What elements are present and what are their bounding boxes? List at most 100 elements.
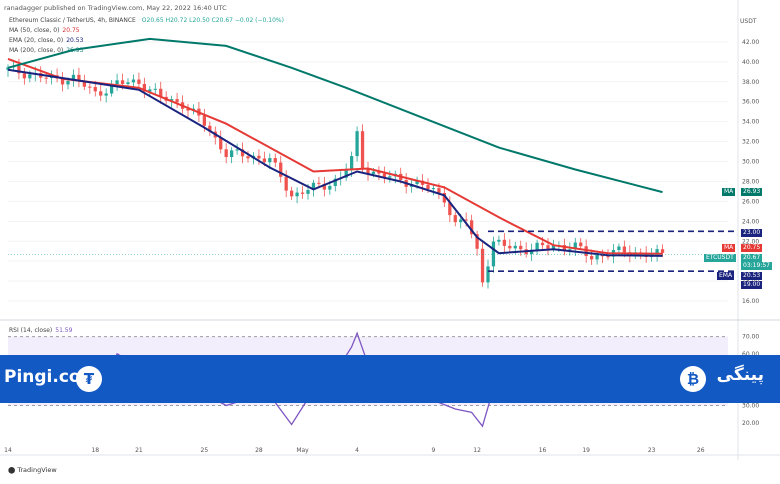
legend-ema20[interactable]: EMA (20, close, 0) 20.53 (9, 37, 84, 44)
candle-body (513, 245, 517, 249)
time-tick-label: 23 (648, 447, 656, 454)
ma50-tag-value: 20.75 (741, 244, 763, 252)
candle-body (480, 248, 485, 283)
candle-body (279, 162, 283, 177)
candle-body (573, 242, 577, 250)
candle-body (115, 80, 119, 85)
candle-body (333, 178, 337, 186)
bitcoin-icon: ₿ (680, 366, 706, 392)
price-tick-label: 40.00 (742, 59, 759, 66)
candle-body (540, 242, 545, 246)
candle-body (350, 156, 354, 171)
price-tag-timer: 03:19:57 (741, 262, 772, 270)
symbol-title: Ethereum Classic / TetherUS, 4h, BINANCE (9, 17, 136, 24)
candle-body (415, 180, 419, 184)
published-header: ranadagger published on TradingView.com,… (4, 4, 227, 12)
candle-body (257, 155, 261, 159)
time-tick-label: 25 (201, 447, 209, 454)
candle-body (66, 81, 70, 85)
time-tick-label: 14 (4, 447, 12, 454)
candle-body (175, 99, 179, 103)
candle-body (142, 83, 146, 92)
price-tick-label: 30.00 (742, 159, 759, 166)
candle-body (311, 182, 316, 191)
candle-body (508, 245, 512, 249)
candle-body (568, 249, 572, 251)
candle-body (159, 88, 163, 97)
legend-ma50[interactable]: MA (50, close, 0) 20.75 (9, 27, 80, 34)
ma200-line (7, 37, 663, 194)
candle-body (22, 73, 26, 79)
candle-body (355, 131, 359, 157)
time-tick-label: May (296, 447, 309, 454)
ema20-tag-name: EMA (717, 272, 735, 280)
candle-body (437, 188, 441, 193)
candle-body (170, 99, 174, 101)
legend-rsi[interactable]: RSI (14, close) 51.59 (9, 327, 73, 334)
tether-icon: ₮ (76, 366, 102, 392)
candle-body (104, 93, 108, 96)
candle-body (224, 149, 228, 158)
candle-body (6, 67, 10, 70)
price-tag-value: 20.67 (741, 254, 763, 262)
candle-body (71, 74, 76, 82)
price-axis-unit: USDT (740, 18, 757, 25)
candle-body (590, 256, 594, 260)
candle-body (186, 108, 190, 111)
rsi-tick-label: 60.00 (742, 351, 759, 358)
price-tick-label: 36.00 (742, 99, 759, 106)
candle-body (120, 80, 125, 84)
candle-body (219, 137, 223, 150)
candle-body (486, 266, 490, 283)
candle-body (426, 184, 430, 190)
candle-body (317, 182, 321, 184)
candle-body (322, 183, 326, 190)
time-tick-label: 21 (135, 447, 143, 454)
candle-body (606, 256, 610, 258)
resistance-tag: 23.00 (741, 229, 763, 237)
candle-body (240, 149, 245, 157)
legend-ma200[interactable]: MA (200, close, 0) 26.93 (9, 47, 84, 54)
candle-body (28, 74, 32, 79)
candle-body (208, 125, 212, 132)
ema20-tag-value: 20.53 (741, 272, 763, 280)
ema20-line (7, 68, 663, 257)
candle-body (442, 192, 446, 203)
candle-body (202, 115, 206, 126)
candle-body (551, 245, 556, 249)
symbol-legend: Ethereum Classic / TetherUS, 4h, BINANCE… (9, 17, 284, 24)
candle-body (126, 82, 130, 84)
candle-body (93, 87, 97, 92)
candle-body (328, 185, 332, 190)
time-tick-label: 26 (697, 447, 705, 454)
candle-body (131, 79, 136, 83)
candle-body (519, 245, 523, 250)
candle-body (475, 234, 479, 249)
candle-body (148, 89, 152, 92)
ma50-tag-name: MA (722, 244, 736, 252)
price-tick-label: 34.00 (742, 119, 759, 126)
candle-body (153, 88, 157, 90)
rsi-tick-label: 20.00 (742, 420, 759, 427)
candle-body (655, 249, 659, 255)
price-tick-label: 42.00 (742, 39, 759, 46)
candle-body (295, 192, 299, 197)
tradingview-icon: ⬤ (8, 466, 16, 474)
tradingview-logo[interactable]: ⬤ TradingView (8, 466, 57, 474)
candle-body (595, 254, 599, 260)
ma200-tag-name: MA (722, 188, 736, 196)
candle-body (366, 168, 370, 174)
candle-body (230, 150, 234, 158)
candle-body (617, 246, 621, 250)
candle-body (44, 77, 48, 79)
candle-body (60, 78, 65, 85)
candle-body (137, 79, 141, 84)
price-tick-label: 22.00 (742, 238, 759, 245)
candle-body (268, 158, 272, 163)
brand-right-text: پینگی (716, 365, 764, 385)
time-tick-label: 9 (432, 447, 436, 454)
brand-left-text: Pingi.co (4, 367, 81, 387)
price-tick-label: 26.00 (742, 198, 759, 205)
candle-body (470, 220, 474, 235)
